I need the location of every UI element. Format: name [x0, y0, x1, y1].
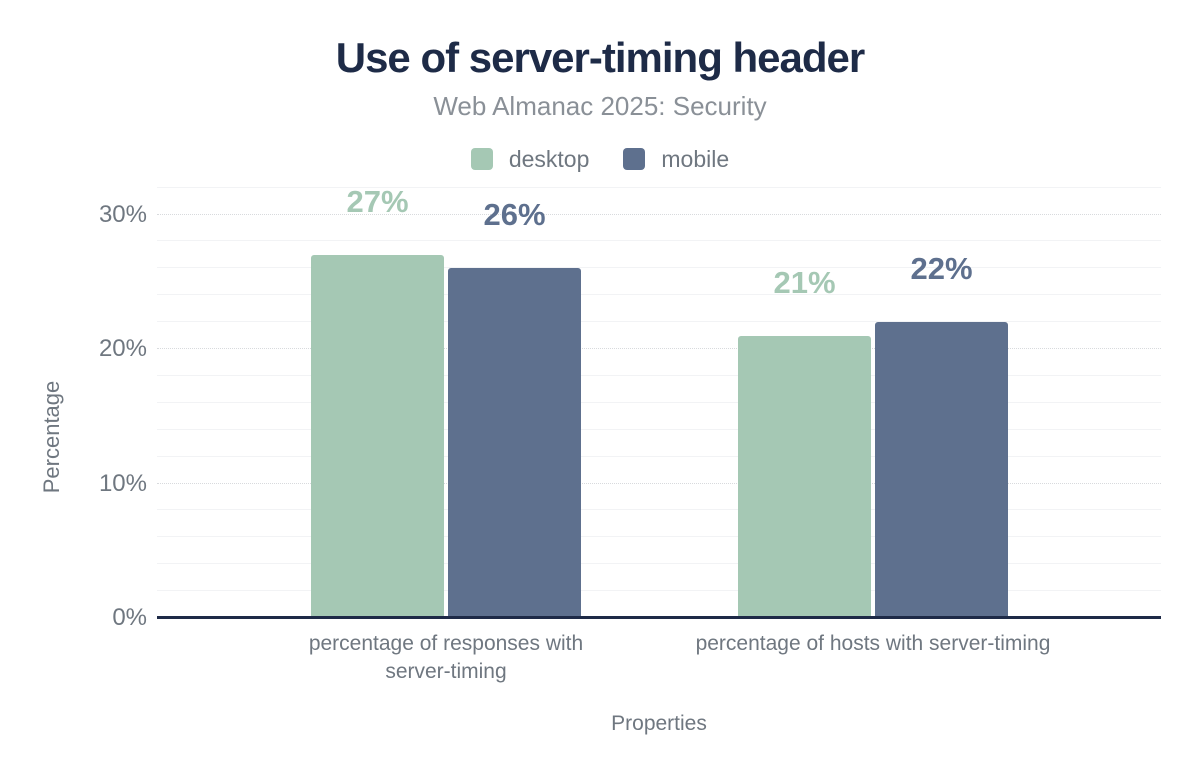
bar-desktop-0: [311, 254, 444, 618]
y-tick-label: 0%: [112, 604, 147, 631]
y-tick-label: 20%: [98, 335, 147, 362]
major-gridline: [157, 213, 1161, 215]
plot-area: 27% 21% 26% 22%: [157, 175, 1161, 619]
x-axis-title: Properties: [611, 712, 707, 735]
major-gridline: [157, 348, 1161, 349]
minor-gridline: [157, 509, 1161, 511]
minor-gridline: [157, 401, 1161, 403]
legend: desktop mobile: [0, 146, 1200, 172]
legend-label: desktop: [508, 145, 590, 172]
minor-gridline: [157, 321, 1161, 323]
minor-gridline: [157, 374, 1161, 376]
minor-gridline: [157, 563, 1161, 565]
minor-gridline: [157, 590, 1161, 592]
major-gridline: [157, 482, 1161, 484]
legend-swatch-mobile: [623, 148, 646, 170]
x-axis-line: [157, 616, 1161, 619]
legend-item-desktop: desktop: [470, 145, 590, 173]
value-label-desktop-0: 27%: [346, 183, 409, 219]
y-tick-label: 30%: [98, 200, 147, 228]
legend-item-mobile: mobile: [623, 146, 729, 173]
chart-subtitle: Web Almanac 2025: Security: [433, 91, 767, 121]
x-category-label: percentage of hosts with server-timing: [695, 632, 1051, 655]
bar-desktop-1: [738, 335, 871, 618]
legend-label: mobile: [661, 145, 730, 172]
minor-gridline: [157, 536, 1161, 538]
x-category-label: percentage of responses with server-timi…: [308, 632, 584, 684]
value-label-mobile-1: 22%: [910, 251, 973, 287]
minor-gridline: [157, 455, 1161, 457]
bar-mobile-0: [448, 268, 581, 618]
value-label-mobile-0: 26%: [483, 197, 546, 233]
value-label-desktop-1: 21%: [773, 264, 836, 300]
minor-gridline: [157, 240, 1161, 242]
minor-gridline: [157, 267, 1161, 269]
minor-gridline: [157, 186, 1161, 188]
y-axis-title: Percentage: [39, 380, 64, 494]
y-tick-label: 10%: [98, 469, 147, 497]
chart-title: Use of server-timing header: [335, 34, 866, 81]
bar-mobile-1: [875, 322, 1008, 618]
minor-gridline: [157, 294, 1161, 296]
minor-gridline: [157, 428, 1161, 430]
legend-swatch-desktop: [470, 148, 493, 170]
